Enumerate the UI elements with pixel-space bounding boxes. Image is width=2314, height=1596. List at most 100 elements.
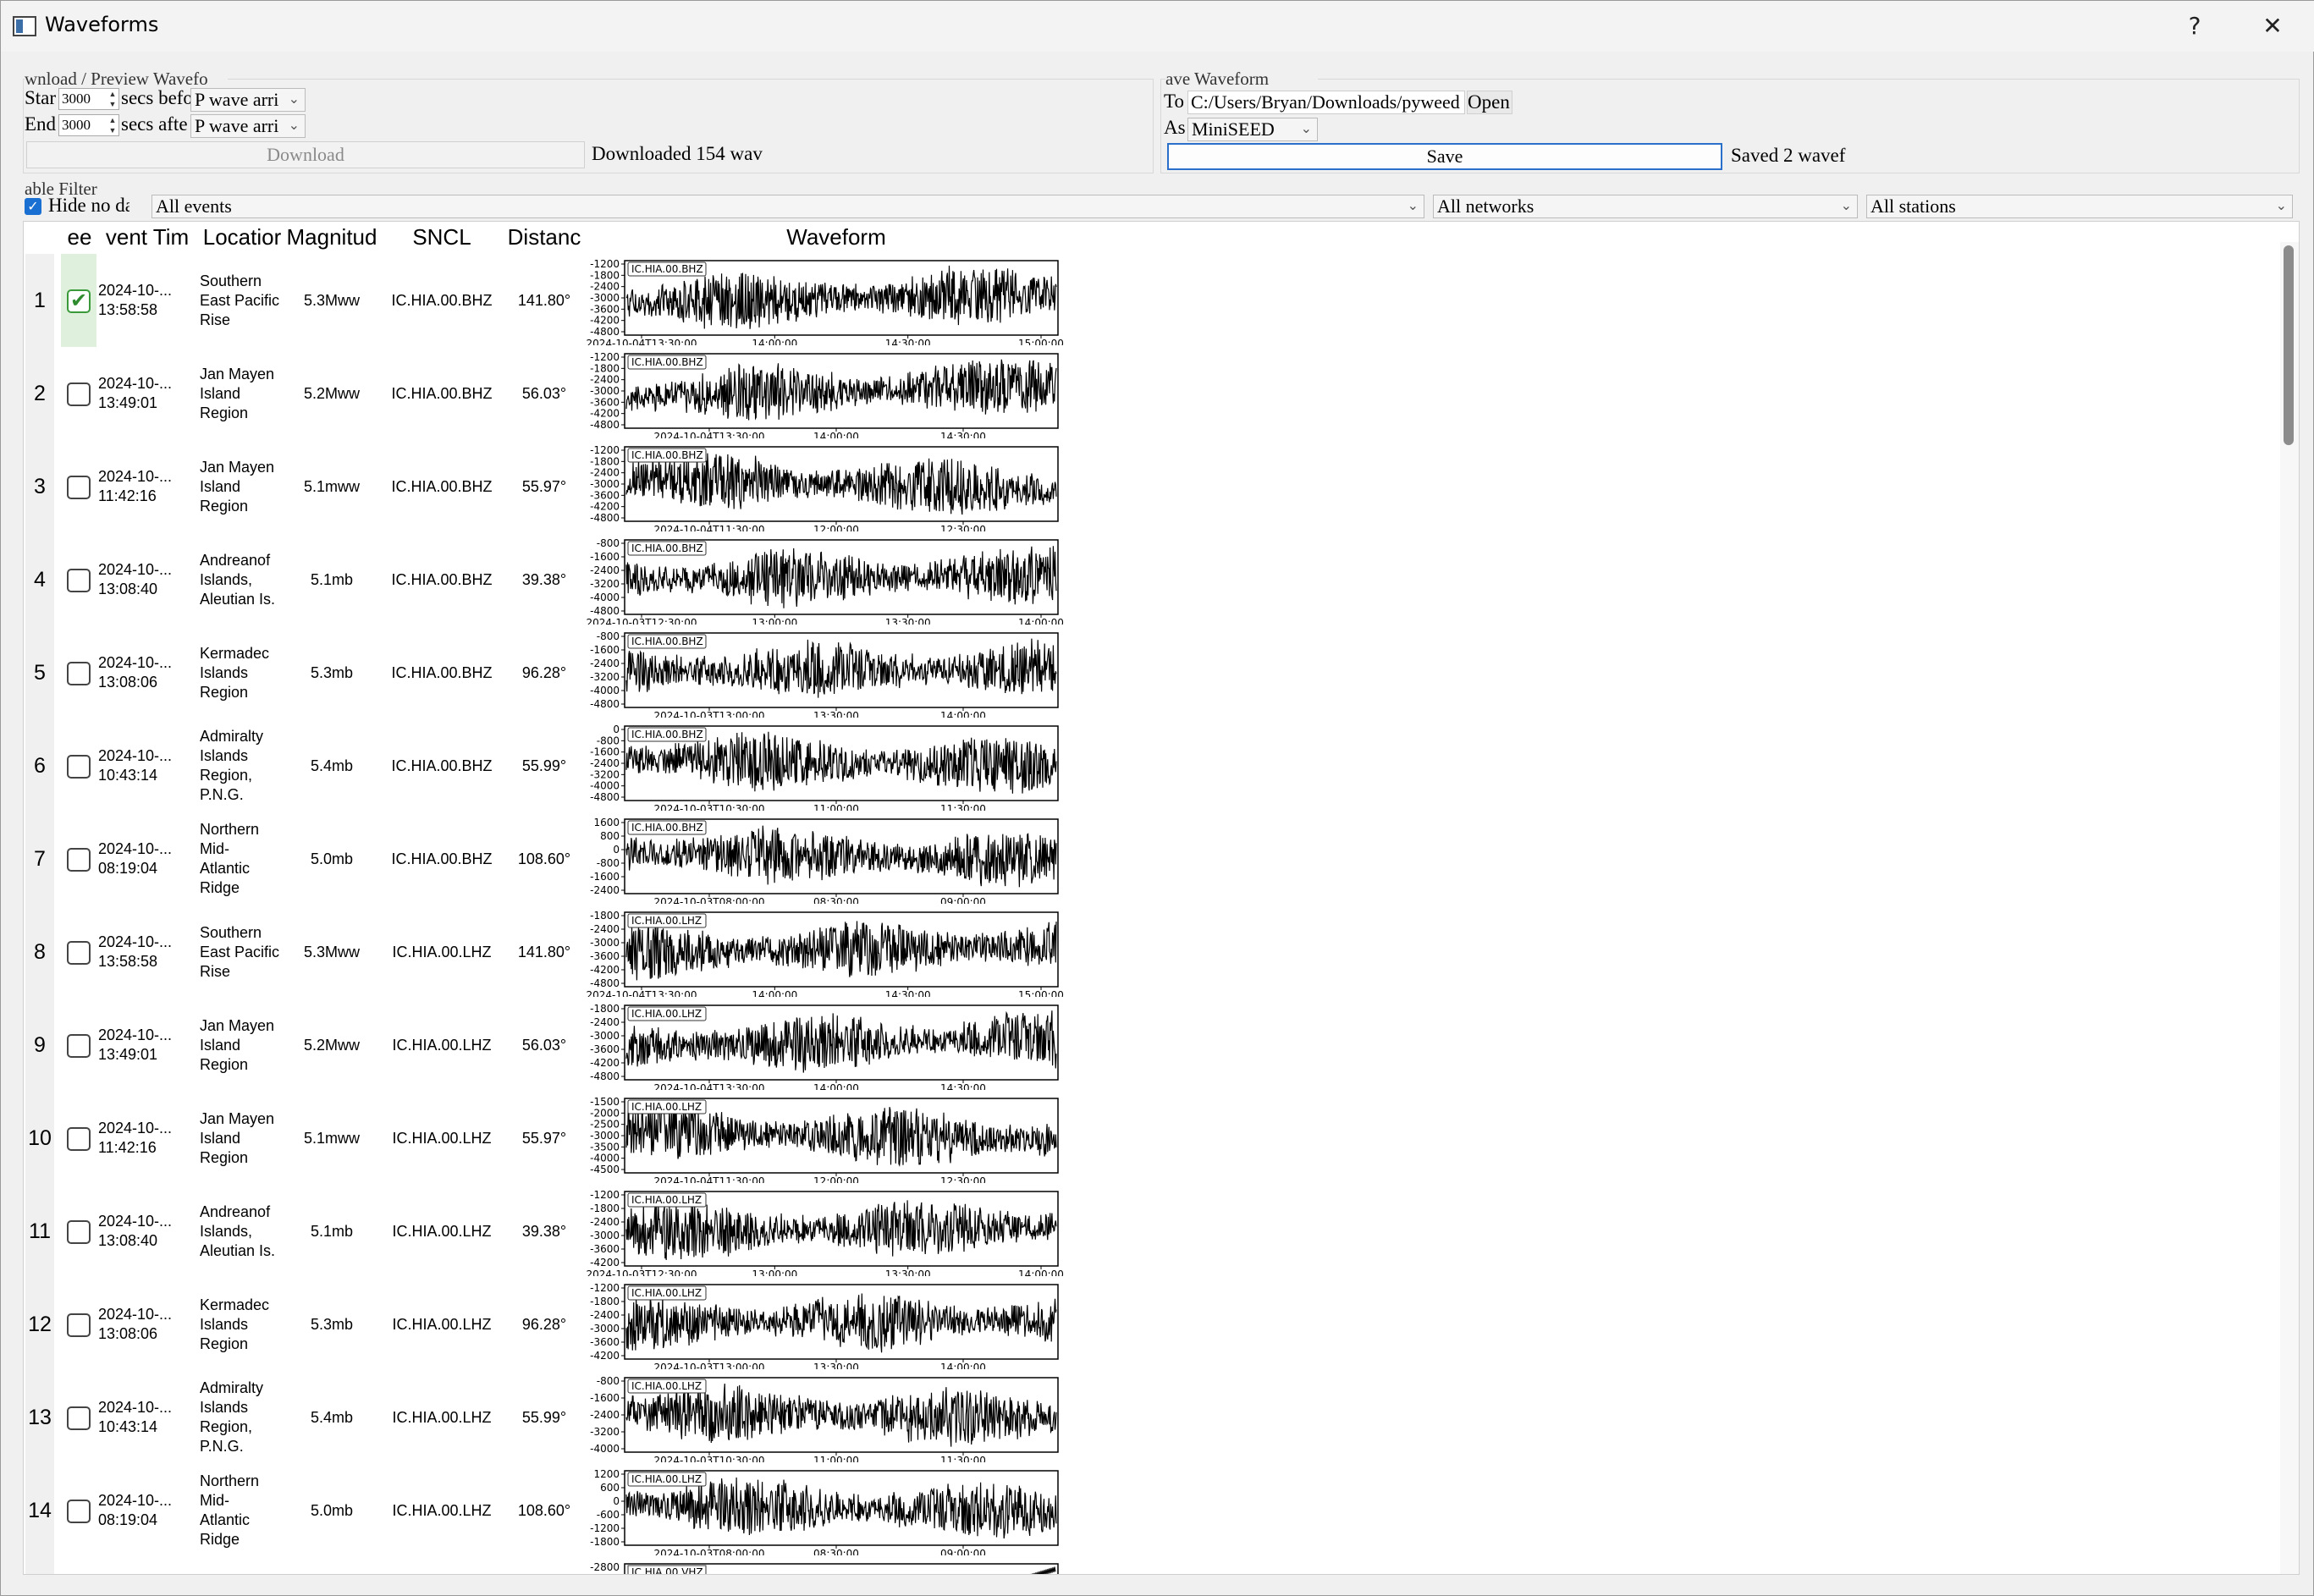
event-date: 2024-10-...: [98, 560, 172, 580]
end-phase-select[interactable]: P wave arri ⌄: [190, 114, 306, 138]
table-row[interactable]: 7 2024-10-... 08:19:04 Northern Mid- Atlantic…: [24, 812, 1065, 905]
keep-cell[interactable]: [61, 347, 96, 440]
table-row[interactable]: 4 2024-10-... 13:08:40 Andreanof Islands, Ale…: [24, 533, 1065, 626]
keep-cell[interactable]: [61, 533, 96, 626]
waveform-plot[interactable]: -2800 IC.HIA.00.VHZ: [565, 1559, 1065, 1575]
header-event-time[interactable]: vent Tim: [96, 222, 198, 252]
chevron-down-icon: ⌄: [289, 89, 300, 111]
table-row[interactable]: 6 2024-10-... 10:43:14 Admiralty Islands Regi…: [24, 719, 1065, 812]
keep-cell[interactable]: [61, 1557, 96, 1575]
y-tick-label: -800: [597, 857, 620, 869]
keep-cell[interactable]: [61, 905, 96, 999]
keep-checkbox[interactable]: [67, 662, 91, 685]
hide-no-data-checkbox[interactable]: ✓: [25, 198, 41, 215]
keep-checkbox[interactable]: [67, 1034, 91, 1058]
keep-cell[interactable]: [61, 626, 96, 719]
waveform-plot[interactable]: -800-1600-2400-3200-4000-48002024-10-03T…: [565, 535, 1073, 625]
location-line: Island: [200, 384, 240, 404]
keep-cell[interactable]: ✔: [61, 254, 96, 347]
waveform-plot[interactable]: -1800-2400-3000-3600-4200-48002024-10-04…: [565, 1000, 1073, 1090]
x-tick-label: 14:00:00: [940, 710, 986, 718]
table-row[interactable]: 1 ✔ 2024-10-... 13:58:58 Southern East Pacifi…: [24, 254, 1065, 347]
waveform-plot[interactable]: -1200-1800-2400-3000-3600-4200-48002024-…: [565, 442, 1073, 531]
keep-checkbox[interactable]: [67, 1220, 91, 1244]
waveform-plot[interactable]: 0-800-1600-2400-3200-4000-4800 2024-10-03…: [565, 721, 1073, 811]
y-tick-label: -3000: [590, 937, 620, 949]
close-button[interactable]: ✕: [2252, 8, 2293, 45]
table-row[interactable]: 9 2024-10-... 13:49:01 Jan Mayen Island Regio…: [24, 999, 1065, 1092]
header-location[interactable]: Locatior: [198, 222, 286, 252]
station-filter-select[interactable]: All stations ⌄: [1866, 195, 2293, 218]
waveform-plot[interactable]: -1800-2400-3000-3600-4200-48002024-10-04…: [565, 907, 1073, 997]
help-button[interactable]: ?: [2174, 8, 2215, 45]
header-magnitude[interactable]: Magnitud: [286, 222, 377, 252]
download-button[interactable]: Download: [26, 141, 585, 168]
x-tick-label: 14:00:00: [1018, 617, 1064, 625]
table-row[interactable]: 3 2024-10-... 11:42:16 Jan Mayen Island Regio…: [24, 440, 1065, 533]
keep-checkbox[interactable]: [67, 382, 91, 406]
y-tick-label: -800: [597, 537, 620, 549]
header-waveform[interactable]: Waveform: [582, 222, 1090, 252]
keep-cell[interactable]: [61, 719, 96, 812]
start-seconds-spinbox[interactable]: 3000 ▲ ▼: [58, 88, 119, 110]
keep-checkbox[interactable]: ✔: [67, 289, 91, 313]
location-line: Admiralty: [200, 727, 263, 746]
open-button[interactable]: Open: [1467, 91, 1512, 114]
network-filter-select[interactable]: All networks ⌄: [1433, 195, 1858, 218]
format-select[interactable]: MiniSEED ⌄: [1187, 118, 1318, 141]
keep-checkbox[interactable]: [67, 1313, 91, 1337]
location-line: Island: [200, 477, 240, 497]
keep-checkbox[interactable]: [67, 941, 91, 965]
keep-checkbox[interactable]: [67, 1500, 91, 1523]
vertical-scrollbar[interactable]: [2280, 242, 2299, 1574]
keep-cell[interactable]: [61, 1092, 96, 1185]
waveform-plot[interactable]: 1600 800 0-800 -1600-2400 2024-10-03T08:00:0…: [565, 814, 1073, 904]
keep-checkbox[interactable]: [67, 755, 91, 779]
table-row[interactable]: 12 2024-10-... 13:08:06 Kermadec Islands Regi…: [24, 1278, 1065, 1371]
spin-arrows-icon[interactable]: ▲ ▼: [107, 115, 118, 135]
table-row[interactable]: 10 2024-10-... 11:42:16 Jan Mayen Island Regi…: [24, 1092, 1065, 1185]
keep-cell[interactable]: [61, 1464, 96, 1557]
keep-cell[interactable]: [61, 1185, 96, 1278]
header-distance[interactable]: Distanc: [506, 222, 582, 252]
x-tick-label: 08:30:00: [813, 896, 859, 904]
row-number: 3: [25, 440, 54, 533]
keep-cell[interactable]: [61, 1371, 96, 1464]
keep-cell[interactable]: [61, 812, 96, 905]
end-seconds-spinbox[interactable]: 3000 ▲ ▼: [58, 114, 119, 136]
waveform-plot[interactable]: -1200-1800-2400-3000-3600-4200-48002024-…: [565, 256, 1073, 345]
table-row[interactable]: 11 2024-10-... 13:08:40 Andreanof Islands, Al…: [24, 1185, 1065, 1278]
keep-checkbox[interactable]: [67, 1406, 91, 1430]
y-tick-label: -1600: [590, 551, 620, 563]
y-tick-label: -3000: [590, 1030, 620, 1042]
waveform-plot[interactable]: -800-1600-2400-3200-4000-48002024-10-03T…: [565, 628, 1073, 718]
header-keep[interactable]: ee: [63, 222, 96, 252]
spin-arrows-icon[interactable]: ▲ ▼: [107, 89, 118, 109]
table-row[interactable]: 13 2024-10-... 10:43:14 Admiralty Islands Reg…: [24, 1371, 1065, 1464]
waveform-plot[interactable]: -1200-1800-2400-3000-3600-4200-48002024-…: [565, 349, 1073, 438]
y-tick-label: -3600: [590, 489, 620, 501]
table-row[interactable]: 5 2024-10-... 13:08:06 Kermadec Islands Regio…: [24, 626, 1065, 719]
keep-checkbox[interactable]: [67, 476, 91, 499]
waveform-plot[interactable]: -1200-1800-2400-3000-3600-42002024-10-03…: [565, 1186, 1073, 1276]
waveform-plot[interactable]: -800 -1600 -2400 -3200 -4000 2024-10-03T10:30…: [565, 1373, 1073, 1462]
table-row[interactable]: 8 2024-10-... 13:58:58 Southern East Pacific…: [24, 905, 1065, 999]
keep-checkbox[interactable]: [67, 1127, 91, 1151]
header-sncl[interactable]: SNCL: [377, 222, 506, 252]
waveform-plot[interactable]: -1500-2000-2500-3000-3500-4000-4500 2024-…: [565, 1093, 1073, 1183]
keep-checkbox[interactable]: [67, 848, 91, 872]
keep-checkbox[interactable]: [67, 569, 91, 592]
table-row[interactable]: 2 2024-10-... 13:49:01 Jan Mayen Island Regio…: [24, 347, 1065, 440]
start-phase-select[interactable]: P wave arri ⌄: [190, 88, 306, 112]
keep-cell[interactable]: [61, 1278, 96, 1371]
x-tick-label: 12:30:00: [940, 524, 986, 531]
keep-cell[interactable]: [61, 440, 96, 533]
scrollbar-thumb[interactable]: [2284, 245, 2294, 445]
keep-cell[interactable]: [61, 999, 96, 1092]
waveform-plot[interactable]: -1200-1800-2400-3000-3600-42002024-10-03…: [565, 1280, 1073, 1369]
event-filter-select[interactable]: All events ⌄: [152, 195, 1424, 218]
save-path-field[interactable]: C:/Users/Bryan/Downloads/pyweed: [1187, 91, 1465, 114]
save-button[interactable]: Save: [1167, 143, 1722, 170]
table-row[interactable]: 14 2024-10-... 08:19:04 Northern Mid- Atlanti…: [24, 1464, 1065, 1557]
